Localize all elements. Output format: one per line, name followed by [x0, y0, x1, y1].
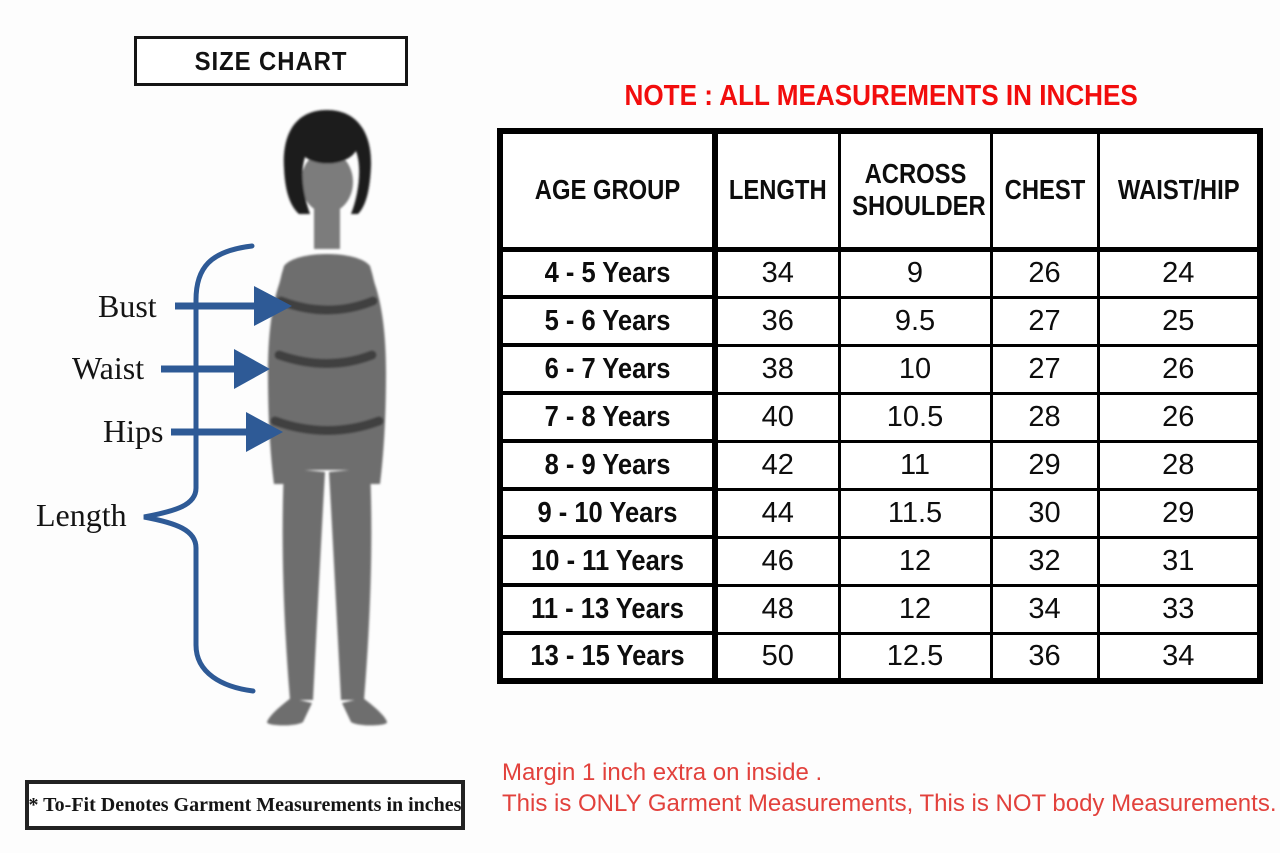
value-cell: 10.5 [837, 391, 993, 443]
figure-right-foot [342, 698, 388, 726]
table-row: 9 - 10 Years 44 11.5 30 29 [498, 487, 1262, 539]
figure-hair [283, 110, 372, 214]
footnote-text: * To-Fit Denotes Garment Measurements in… [28, 793, 462, 816]
col-length: LENGTH [713, 129, 841, 252]
value-cell: 34 [1096, 631, 1262, 683]
value-cell: 11.5 [837, 487, 993, 539]
figure-silhouette [266, 110, 388, 726]
value-cell: 12 [837, 535, 993, 587]
table-row: 7 - 8 Years 40 10.5 28 26 [498, 391, 1262, 443]
table-row: 4 - 5 Years 34 9 26 24 [498, 247, 1262, 299]
value-cell: 27 [989, 343, 1100, 395]
age-group-cell: 6 - 7 Years [498, 343, 718, 395]
bust-arrowhead [254, 286, 292, 326]
label-waist: Waist [72, 350, 145, 386]
value-cell: 28 [1096, 439, 1262, 491]
waist-arrowhead [234, 349, 270, 389]
size-table-body: 4 - 5 Years 34 9 26 24 5 - 6 Years 36 9.5 27 25 6 … [498, 247, 1262, 683]
measurements-note: NOTE : ALL MEASUREMENTS IN INCHES [500, 80, 1262, 113]
value-cell: 25 [1096, 295, 1262, 347]
value-cell: 36 [713, 295, 841, 347]
figure-face [301, 151, 353, 213]
footer-notes: Margin 1 inch extra on inside . This is … [502, 757, 1277, 819]
hips-band [270, 416, 384, 435]
value-cell: 9.5 [837, 295, 993, 347]
value-cell: 29 [1096, 487, 1262, 539]
size-chart-title: SIZE CHART [194, 45, 348, 76]
figure-neck [314, 204, 340, 249]
figure-left-leg [282, 468, 325, 700]
age-group-cell: 5 - 6 Years [498, 295, 718, 347]
measurements-note-text: NOTE : ALL MEASUREMENTS IN INCHES [624, 80, 1138, 112]
table-row: 13 - 15 Years 50 12.5 36 34 [498, 631, 1262, 683]
value-cell: 32 [989, 535, 1100, 587]
value-cell: 36 [989, 631, 1100, 683]
figure-left-foot [266, 698, 312, 726]
table-row: 6 - 7 Years 38 10 27 26 [498, 343, 1262, 395]
value-cell: 46 [713, 535, 841, 587]
header-row: AGE GROUP LENGTH ACROSS SHOULDER CHEST W… [498, 129, 1262, 252]
table-row: 8 - 9 Years 42 11 29 28 [498, 439, 1262, 491]
value-cell: 40 [713, 391, 841, 443]
value-cell: 26 [989, 247, 1100, 299]
bust-band [276, 296, 378, 315]
value-cell: 12.5 [837, 631, 993, 683]
value-cell: 34 [713, 247, 841, 299]
footnote-box: * To-Fit Denotes Garment Measurements in… [25, 780, 465, 830]
size-table: AGE GROUP LENGTH ACROSS SHOULDER CHEST W… [497, 128, 1263, 684]
value-cell: 30 [989, 487, 1100, 539]
value-cell: 31 [1096, 535, 1262, 587]
waist-band [274, 350, 377, 368]
table-row: 5 - 6 Years 36 9.5 27 25 [498, 295, 1262, 347]
size-table-header: AGE GROUP LENGTH ACROSS SHOULDER CHEST W… [498, 129, 1262, 252]
value-cell: 42 [713, 439, 841, 491]
label-bust: Bust [98, 288, 157, 324]
age-group-cell: 11 - 13 Years [498, 583, 718, 635]
value-cell: 9 [837, 247, 993, 299]
value-cell: 10 [837, 343, 993, 395]
value-cell: 24 [1096, 247, 1262, 299]
col-across-shoulder: ACROSS SHOULDER [837, 129, 993, 252]
label-length: Length [36, 497, 127, 533]
value-cell: 26 [1096, 391, 1262, 443]
body-measurement-diagram [143, 110, 388, 726]
figure-right-arm [365, 268, 386, 484]
table-row: 11 - 13 Years 48 12 34 33 [498, 583, 1262, 635]
age-group-cell: 7 - 8 Years [498, 391, 718, 443]
value-cell: 44 [713, 487, 841, 539]
value-cell: 29 [989, 439, 1100, 491]
value-cell: 50 [713, 631, 841, 683]
length-brace [143, 243, 256, 694]
value-cell: 28 [989, 391, 1100, 443]
value-cell: 34 [989, 583, 1100, 635]
value-cell: 33 [1096, 583, 1262, 635]
footer-note-line2: This is ONLY Garment Measurements, This … [502, 790, 1277, 817]
age-group-cell: 4 - 5 Years [498, 247, 718, 299]
hips-arrowhead [246, 412, 283, 452]
label-hips: Hips [103, 413, 164, 449]
age-group-cell: 10 - 11 Years [498, 535, 718, 587]
age-group-cell: 9 - 10 Years [498, 487, 718, 539]
age-group-cell: 13 - 15 Years [498, 631, 718, 683]
value-cell: 11 [837, 439, 993, 491]
table-row: 10 - 11 Years 46 12 32 31 [498, 535, 1262, 587]
age-group-cell: 8 - 9 Years [498, 439, 718, 491]
size-chart-title-box: SIZE CHART [134, 36, 408, 86]
footer-note-line1: Margin 1 inch extra on inside . [502, 759, 823, 786]
figure-right-leg [329, 468, 372, 700]
col-waist-hip: WAIST/HIP [1096, 129, 1262, 252]
value-cell: 38 [713, 343, 841, 395]
col-chest: CHEST [989, 129, 1100, 252]
value-cell: 12 [837, 583, 993, 635]
value-cell: 26 [1096, 343, 1262, 395]
value-cell: 27 [989, 295, 1100, 347]
value-cell: 48 [713, 583, 841, 635]
col-age-group: AGE GROUP [498, 129, 718, 252]
measurement-annotations [143, 243, 292, 694]
